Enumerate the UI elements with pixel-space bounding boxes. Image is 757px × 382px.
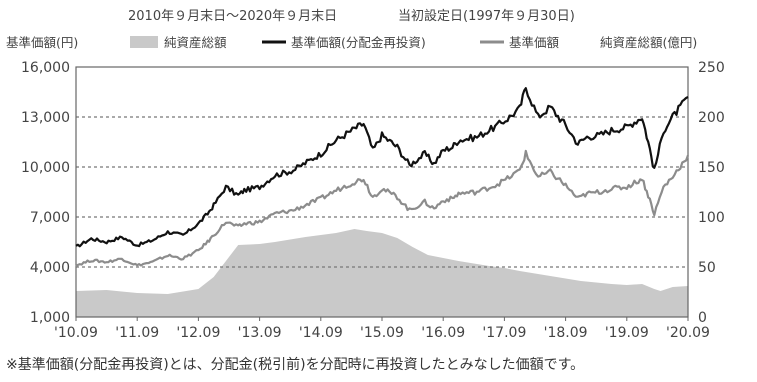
- x-tick-label: '14.09: [299, 325, 343, 341]
- chart-period-title: 2010年９月末日～2020年９月末日: [128, 9, 337, 24]
- x-tick-label: '16.09: [421, 325, 465, 341]
- chart: 2010年９月末日～2020年９月末日 当初設定日(1997年９月30日) 基準…: [6, 8, 725, 341]
- chart-inception-note: 当初設定日(1997年９月30日): [398, 8, 575, 24]
- x-tick-label: '11.09: [115, 325, 159, 341]
- x-tick-label: '10.09: [54, 325, 98, 341]
- x-tick-label: '20.09: [666, 325, 710, 341]
- x-tick-label: '15.09: [360, 325, 404, 341]
- y-right-tick-label: 250: [698, 60, 725, 76]
- left-axis-title: 基準価額(円): [6, 35, 78, 50]
- x-tick-label: '19.09: [605, 325, 649, 341]
- y-right-tick-label: 0: [698, 310, 707, 326]
- series-line-nav-reinvested: [75, 87, 689, 248]
- y-left-tick-label: 13,000: [21, 110, 70, 126]
- x-tick-label: '12.09: [176, 325, 220, 341]
- footnote: ※基準価額(分配金再投資)とは、分配金(税引前)を分配時に再投資したとみなした価…: [6, 357, 585, 373]
- y-left-tick-label: 16,000: [21, 60, 70, 76]
- y-right-tick-label: 150: [698, 160, 725, 176]
- plot-area: 1,000 4,000 7,000 10,000 13,000 16,000 0 50 100 1…: [21, 60, 725, 341]
- legend-label-net-assets: 純資産総額: [164, 35, 227, 50]
- x-tick-label: '13.09: [238, 325, 282, 341]
- series-line-nav: [75, 149, 690, 268]
- y-right-tick-label: 50: [698, 260, 716, 276]
- right-axis-title: 純資産総額(億円): [600, 35, 697, 50]
- y-left-tick-label: 7,000: [30, 210, 70, 226]
- y-left-tick-label: 10,000: [21, 160, 70, 176]
- x-tick-label: '17.09: [482, 325, 526, 341]
- y-left-tick-label: 4,000: [30, 260, 70, 276]
- legend-label-nav: 基準価額: [509, 35, 560, 50]
- y-right-tick-label: 100: [698, 210, 725, 226]
- legend-swatch-net-assets: [130, 36, 158, 48]
- legend-label-nav-reinvested: 基準価額(分配金再投資): [291, 35, 426, 50]
- x-tick-label: '18.09: [544, 325, 588, 341]
- y-left-tick-label: 1,000: [30, 310, 70, 326]
- series-area-net-assets: [76, 229, 688, 317]
- y-right-tick-label: 200: [698, 110, 725, 126]
